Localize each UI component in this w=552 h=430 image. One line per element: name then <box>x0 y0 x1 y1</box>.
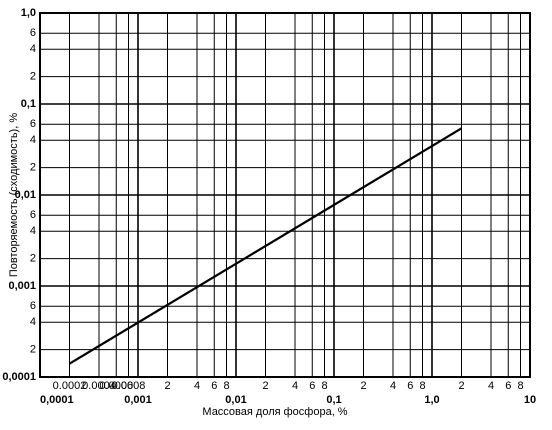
x-tick-label: 0.0006 <box>99 380 133 392</box>
x-tick-label: 6 <box>407 380 413 392</box>
x-tick-label: 4 <box>194 380 200 392</box>
x-tick-label: 6 <box>211 380 217 392</box>
x-tick-label: 2 <box>164 380 170 392</box>
y-tick-label: 2 <box>30 253 36 265</box>
x-tick-label: 0,01 <box>225 394 246 406</box>
y-tick-label: 0,0001 <box>2 371 36 383</box>
x-tick-label: 6 <box>505 380 511 392</box>
x-tick-label: 6 <box>309 380 315 392</box>
y-tick-label: 1,0 <box>21 7 36 19</box>
y-tick-label: 0,001 <box>8 280 36 292</box>
y-tick-label: 6 <box>30 209 36 221</box>
y-tick-label: 6 <box>30 27 36 39</box>
x-tick-label: 0.0008 <box>112 380 146 392</box>
y-tick-label: 0,01 <box>15 189 36 201</box>
y-tick-label: 2 <box>30 162 36 174</box>
y-tick-label: 4 <box>30 225 36 237</box>
x-tick-label: 0,0001 <box>40 394 74 406</box>
x-tick-label: 4 <box>390 380 396 392</box>
x-tick-label: 0.0004 <box>82 380 116 392</box>
x-tick-label: 4 <box>292 380 298 392</box>
x-tick-label: 0.0002 <box>53 380 87 392</box>
x-tick-label: 8 <box>517 380 523 392</box>
x-tick-label: 0,001 <box>124 394 152 406</box>
x-tick-label: 10 <box>524 394 536 406</box>
y-tick-label: 6 <box>30 118 36 130</box>
y-tick-label: 2 <box>30 71 36 83</box>
y-axis-title: Повторяемость (сходимость), % <box>8 113 20 277</box>
x-tick-label: 2 <box>262 380 268 392</box>
y-tick-label: 0,1 <box>21 98 36 110</box>
y-tick-label: 4 <box>30 316 36 328</box>
plot-frame <box>39 12 531 378</box>
y-tick-label: 6 <box>30 300 36 312</box>
y-tick-label: 2 <box>30 344 36 356</box>
x-tick-label: 1,0 <box>424 394 439 406</box>
x-tick-label: 2 <box>360 380 366 392</box>
y-tick-label: 4 <box>30 43 36 55</box>
x-tick-label: 2 <box>458 380 464 392</box>
x-tick-label: 8 <box>321 380 327 392</box>
x-tick-label: 4 <box>488 380 494 392</box>
y-tick-label: 4 <box>30 134 36 146</box>
data-line <box>68 127 463 365</box>
x-tick-label: 0,1 <box>326 394 341 406</box>
x-axis-title: Массовая доля фосфора, % <box>202 406 347 418</box>
x-tick-label: 8 <box>419 380 425 392</box>
x-tick-label: 8 <box>223 380 229 392</box>
